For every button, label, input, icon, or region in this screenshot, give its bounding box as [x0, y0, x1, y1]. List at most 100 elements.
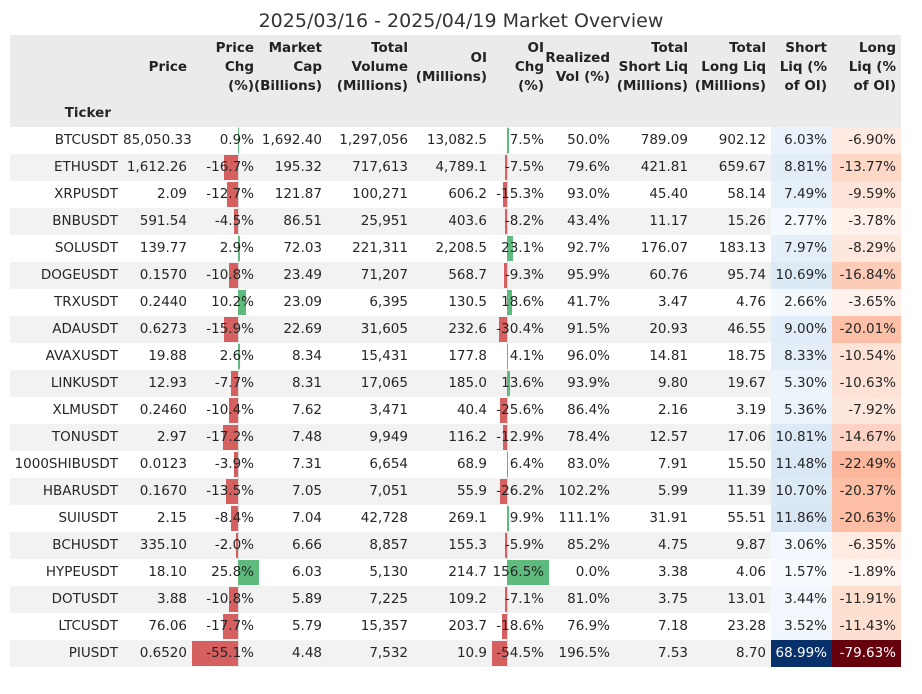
- cell-oi: 568.7: [413, 262, 492, 289]
- cell-vol: 91.5%: [549, 316, 615, 343]
- ticker-label: HBARUSDT: [42, 483, 118, 499]
- cell-short-pct: 7.97%: [771, 235, 832, 262]
- cell-value: 7.53: [657, 645, 688, 661]
- cell-value: 717,613: [352, 159, 408, 175]
- ticker-label: 1000SHIBUSDT: [14, 456, 118, 472]
- cell-value: -6.35%: [848, 537, 896, 553]
- ticker-label: SOLUSDT: [54, 240, 118, 256]
- cell-volume: 7,225: [327, 586, 413, 613]
- cell-value: 195.32: [274, 159, 322, 175]
- cell-mcap: 121.87: [259, 181, 327, 208]
- cell-value: -3.78%: [848, 213, 896, 229]
- cell-long-liq: 95.74: [693, 262, 771, 289]
- cell-vol: 41.7%: [549, 289, 615, 316]
- cell-value: -1.89%: [848, 564, 896, 580]
- cell-value: 43.4%: [567, 213, 610, 229]
- cell-oi: 232.6: [413, 316, 492, 343]
- cell-vol: 50.0%: [549, 127, 615, 154]
- cell-vol: 83.0%: [549, 451, 615, 478]
- table-row: 1000SHIBUSDT 0.0123 -3.9% 7.31 6,654 68.9 6.4%…: [10, 451, 901, 478]
- cell-price: 139.77: [123, 235, 192, 262]
- negative-bar: [505, 533, 507, 558]
- cell-value: 116.2: [448, 429, 487, 445]
- cell-value: 177.8: [448, 348, 487, 364]
- cell-value: 2.09: [156, 186, 187, 202]
- cell-value: -20.63%: [839, 510, 896, 526]
- cell-oi-chg: -18.6%: [492, 613, 549, 640]
- ticker-label: LTCUSDT: [58, 618, 118, 634]
- negative-bar: [504, 263, 507, 288]
- negative-bar: [233, 209, 238, 234]
- cell-value: 214.7: [448, 564, 487, 580]
- cell-ticker: DOTUSDT: [10, 586, 123, 613]
- cell-value: 9.00%: [784, 321, 827, 337]
- column-header: Total Long Liq (Millions): [693, 35, 771, 100]
- cell-value: 7.49%: [784, 186, 827, 202]
- cell-long-liq: 58.14: [693, 181, 771, 208]
- bar-zero-line: [237, 613, 239, 640]
- bar-zero-line: [506, 316, 508, 343]
- cell-short-pct: 3.06%: [771, 532, 832, 559]
- bar-zero-line: [506, 586, 508, 613]
- positive-bar: [237, 344, 240, 369]
- cell-value: 7.04: [291, 510, 322, 526]
- cell-value: 4.48: [291, 645, 322, 661]
- cell-value: -15.3%: [496, 186, 544, 202]
- cell-price: 12.93: [123, 370, 192, 397]
- cell-value: 7.18: [657, 618, 688, 634]
- cell-ticker: TONUSDT: [10, 424, 123, 451]
- cell-long-pct: -20.37%: [832, 478, 901, 505]
- cell-value: 335.10: [139, 537, 187, 553]
- cell-value: 13.01: [727, 591, 766, 607]
- cell-oi-chg: 9.9%: [492, 505, 549, 532]
- cell-oi: 40.4: [413, 397, 492, 424]
- cell-oi: 177.8: [413, 343, 492, 370]
- cell-volume: 42,728: [327, 505, 413, 532]
- cell-long-liq: 4.76: [693, 289, 771, 316]
- cell-mcap: 6.03: [259, 559, 327, 586]
- cell-value: 9.87: [735, 537, 766, 553]
- negative-bar: [227, 182, 238, 207]
- table-row: BTCUSDT 85,050.33 0.9% 1,692.40 1,297,056 13,…: [10, 127, 901, 154]
- cell-mcap: 8.31: [259, 370, 327, 397]
- cell-value: -15.9%: [206, 321, 254, 337]
- cell-value: 19.67: [727, 375, 766, 391]
- cell-mcap: 1,692.40: [259, 127, 327, 154]
- cell-short-pct: 8.33%: [771, 343, 832, 370]
- cell-oi-chg: 6.4%: [492, 451, 549, 478]
- cell-ticker: XRPUSDT: [10, 181, 123, 208]
- cell-mcap: 7.62: [259, 397, 327, 424]
- cell-value: 18.6%: [501, 294, 544, 310]
- column-header: Long Liq (% of OI): [832, 35, 901, 100]
- table-row: XRPUSDT 2.09 -12.7% 121.87 100,271 606.2 -15.3…: [10, 181, 901, 208]
- cell-value: 7,051: [369, 483, 408, 499]
- cell-ticker: ETHUSDT: [10, 154, 123, 181]
- cell-value: -55.1%: [206, 645, 254, 661]
- cell-long-liq: 902.12: [693, 127, 771, 154]
- cell-value: 86.4%: [567, 402, 610, 418]
- cell-value: -20.37%: [839, 483, 896, 499]
- cell-mcap: 195.32: [259, 154, 327, 181]
- cell-short-liq: 12.57: [615, 424, 693, 451]
- cell-short-pct: 10.69%: [771, 262, 832, 289]
- cell-long-pct: -1.89%: [832, 559, 901, 586]
- cell-price: 3.88: [123, 586, 192, 613]
- cell-value: 12.93: [148, 375, 187, 391]
- cell-short-liq: 3.38: [615, 559, 693, 586]
- table-row: TONUSDT 2.97 -17.2% 7.48 9,949 116.2 -12.9% 78.…: [10, 424, 901, 451]
- cell-ticker: ADAUSDT: [10, 316, 123, 343]
- column-header: Price: [123, 35, 192, 100]
- cell-price: 2.97: [123, 424, 192, 451]
- cell-price: 0.1570: [123, 262, 192, 289]
- cell-value: 11.39: [727, 483, 766, 499]
- cell-short-liq: 4.75: [615, 532, 693, 559]
- cell-value: -10.63%: [839, 375, 896, 391]
- cell-short-liq: 31.91: [615, 505, 693, 532]
- cell-value: -10.4%: [206, 402, 254, 418]
- cell-mcap: 8.34: [259, 343, 327, 370]
- cell-price: 19.88: [123, 343, 192, 370]
- cell-value: 4.76: [735, 294, 766, 310]
- negative-bar: [231, 371, 238, 396]
- table-row: SOLUSDT 139.77 2.9% 72.03 221,311 2,208.5 23.1…: [10, 235, 901, 262]
- cell-ticker: HBARUSDT: [10, 478, 123, 505]
